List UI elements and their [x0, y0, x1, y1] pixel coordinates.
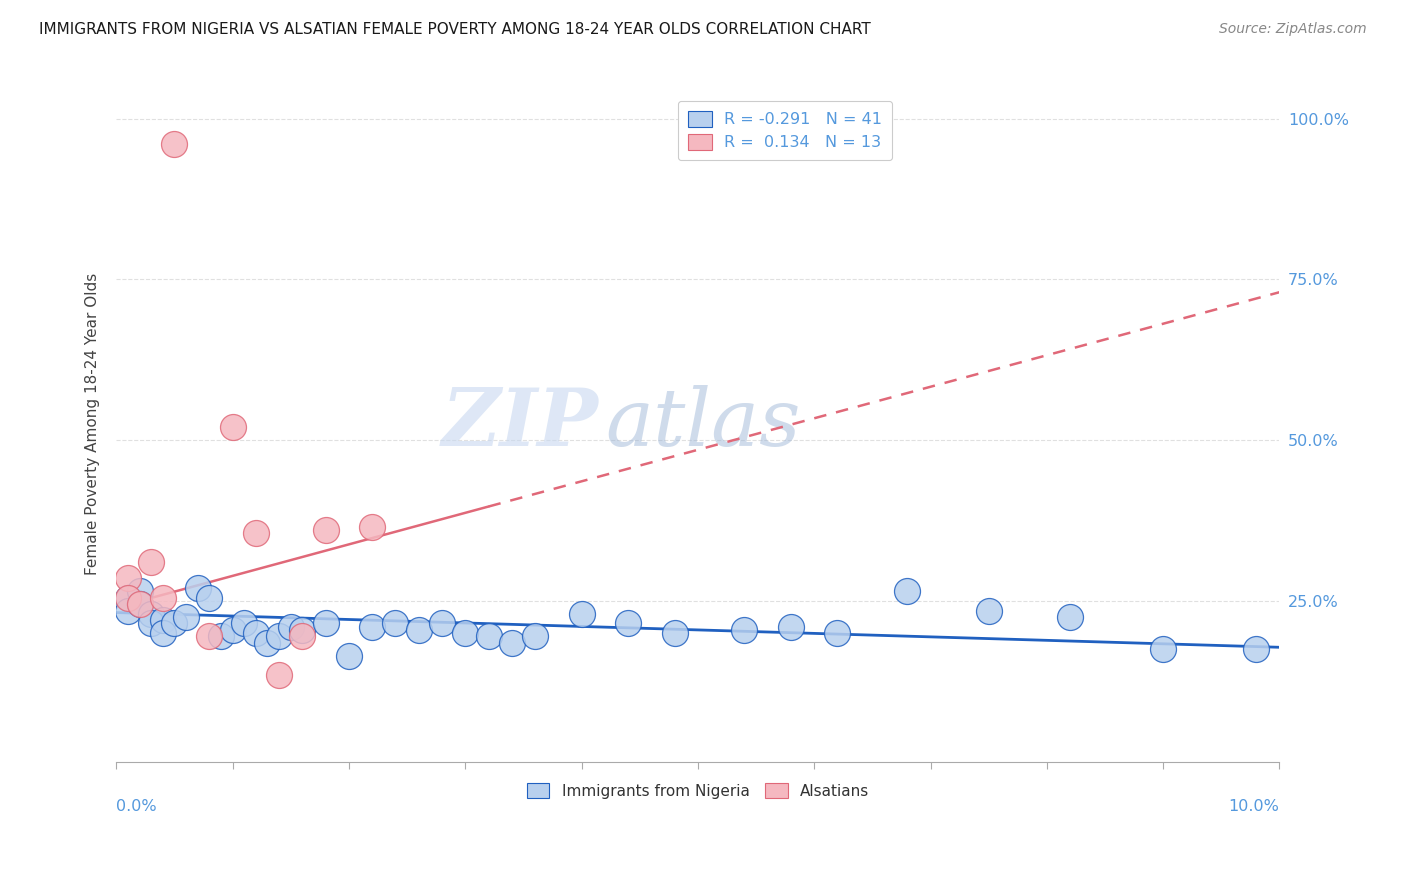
Point: [780, 620, 803, 634]
Point: [198, 591, 221, 605]
Point: [245, 526, 267, 541]
Point: [221, 623, 243, 637]
Point: [337, 648, 360, 663]
Point: [291, 629, 314, 643]
Point: [384, 616, 406, 631]
Point: [209, 629, 232, 643]
Point: [361, 520, 384, 534]
Point: [454, 626, 477, 640]
Point: [291, 623, 314, 637]
Point: [141, 616, 163, 631]
Point: [245, 626, 267, 640]
Point: [477, 629, 499, 643]
Point: [315, 523, 337, 537]
Text: 0.0%: 0.0%: [117, 799, 157, 814]
Text: IMMIGRANTS FROM NIGERIA VS ALSATIAN FEMALE POVERTY AMONG 18-24 YEAR OLDS CORRELA: IMMIGRANTS FROM NIGERIA VS ALSATIAN FEMA…: [39, 22, 872, 37]
Point: [977, 604, 1000, 618]
Text: ZIP: ZIP: [441, 385, 599, 463]
Text: Source: ZipAtlas.com: Source: ZipAtlas.com: [1219, 22, 1367, 37]
Text: 10.0%: 10.0%: [1229, 799, 1279, 814]
Point: [233, 616, 256, 631]
Point: [117, 571, 139, 585]
Point: [174, 610, 197, 624]
Point: [128, 584, 150, 599]
Point: [896, 584, 918, 599]
Point: [163, 137, 186, 152]
Point: [269, 629, 291, 643]
Point: [152, 626, 174, 640]
Point: [198, 629, 221, 643]
Point: [187, 581, 209, 595]
Point: [256, 636, 278, 650]
Point: [269, 668, 291, 682]
Point: [524, 629, 547, 643]
Point: [163, 616, 186, 631]
Point: [152, 613, 174, 627]
Point: [827, 626, 849, 640]
Point: [1059, 610, 1081, 624]
Point: [501, 636, 523, 650]
Point: [141, 607, 163, 621]
Y-axis label: Female Poverty Among 18-24 Year Olds: Female Poverty Among 18-24 Year Olds: [86, 273, 100, 575]
Point: [128, 597, 150, 611]
Point: [221, 420, 243, 434]
Point: [141, 555, 163, 569]
Point: [117, 604, 139, 618]
Point: [1152, 642, 1174, 657]
Point: [117, 591, 139, 605]
Point: [617, 616, 640, 631]
Legend: Immigrants from Nigeria, Alsatians: Immigrants from Nigeria, Alsatians: [520, 777, 876, 805]
Text: atlas: atlas: [605, 385, 800, 463]
Point: [117, 591, 139, 605]
Point: [128, 597, 150, 611]
Point: [408, 623, 430, 637]
Point: [1244, 642, 1267, 657]
Point: [571, 607, 593, 621]
Point: [733, 623, 755, 637]
Point: [280, 620, 302, 634]
Point: [152, 591, 174, 605]
Point: [361, 620, 384, 634]
Point: [664, 626, 686, 640]
Point: [430, 616, 453, 631]
Point: [315, 616, 337, 631]
